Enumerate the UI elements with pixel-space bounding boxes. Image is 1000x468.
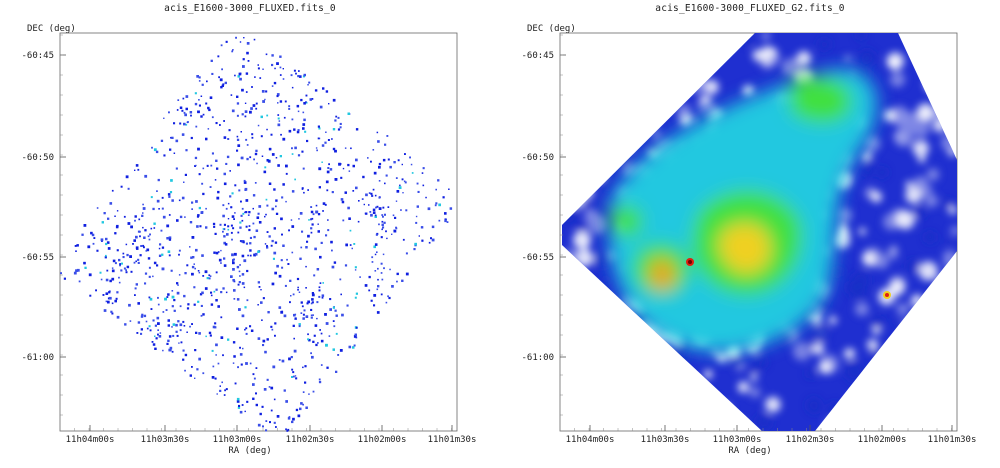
left-image-panel: acis_E1600-3000_FLUXED.fits_0 DEC (deg) … xyxy=(0,0,500,468)
left-sparse-image xyxy=(60,36,453,432)
y-tick-label: -60:55 xyxy=(521,253,554,263)
x-tick-label: 11h04m00s xyxy=(66,435,115,445)
y-tick-label: -60:50 xyxy=(521,153,554,163)
x-tick-label: 11h03m00s xyxy=(213,435,262,445)
left-y-axis-label: DEC (deg) xyxy=(27,24,76,34)
left-x-axis-label: RA (deg) xyxy=(228,446,272,456)
x-tick-label: 11h03m00s xyxy=(713,435,762,445)
x-tick-label: 11h03m30s xyxy=(641,435,690,445)
right-image-panel: acis_E1600-3000_FLUXED_G2.fits_0 DEC (de… xyxy=(500,0,1000,468)
y-tick-label: -60:50 xyxy=(21,153,54,163)
left-plot-area[interactable]: 11h04m00s 11h03m30s 11h03m00s 11h02m30s 11h0… xyxy=(0,0,500,468)
x-tick-label: 11h02m30s xyxy=(286,435,335,445)
y-tick-label: -60:55 xyxy=(21,253,54,263)
right-panel-title: acis_E1600-3000_FLUXED_G2.fits_0 xyxy=(655,3,845,14)
x-tick-label: 11h02m30s xyxy=(786,435,835,445)
y-tick-label: -60:45 xyxy=(21,51,54,61)
y-tick-label: -61:00 xyxy=(21,353,54,363)
right-plot-area[interactable]: 11h04m00s 11h03m30s 11h03m00s 11h02m30s 11h0… xyxy=(500,0,1000,468)
left-panel-title: acis_E1600-3000_FLUXED.fits_0 xyxy=(164,3,336,14)
x-tick-label: 11h03m30s xyxy=(141,435,190,445)
right-x-axis-label: RA (deg) xyxy=(728,446,772,456)
right-y-axis-label: DEC (deg) xyxy=(527,24,576,34)
x-tick-label: 11h02m00s xyxy=(358,435,407,445)
x-tick-label: 11h02m00s xyxy=(858,435,907,445)
x-tick-label: 11h04m00s xyxy=(566,435,615,445)
x-tick-label: 11h01m30s xyxy=(928,435,977,445)
x-tick-label: 11h01m30s xyxy=(428,435,477,445)
y-tick-label: -61:00 xyxy=(521,353,554,363)
y-tick-label: -60:45 xyxy=(521,51,554,61)
